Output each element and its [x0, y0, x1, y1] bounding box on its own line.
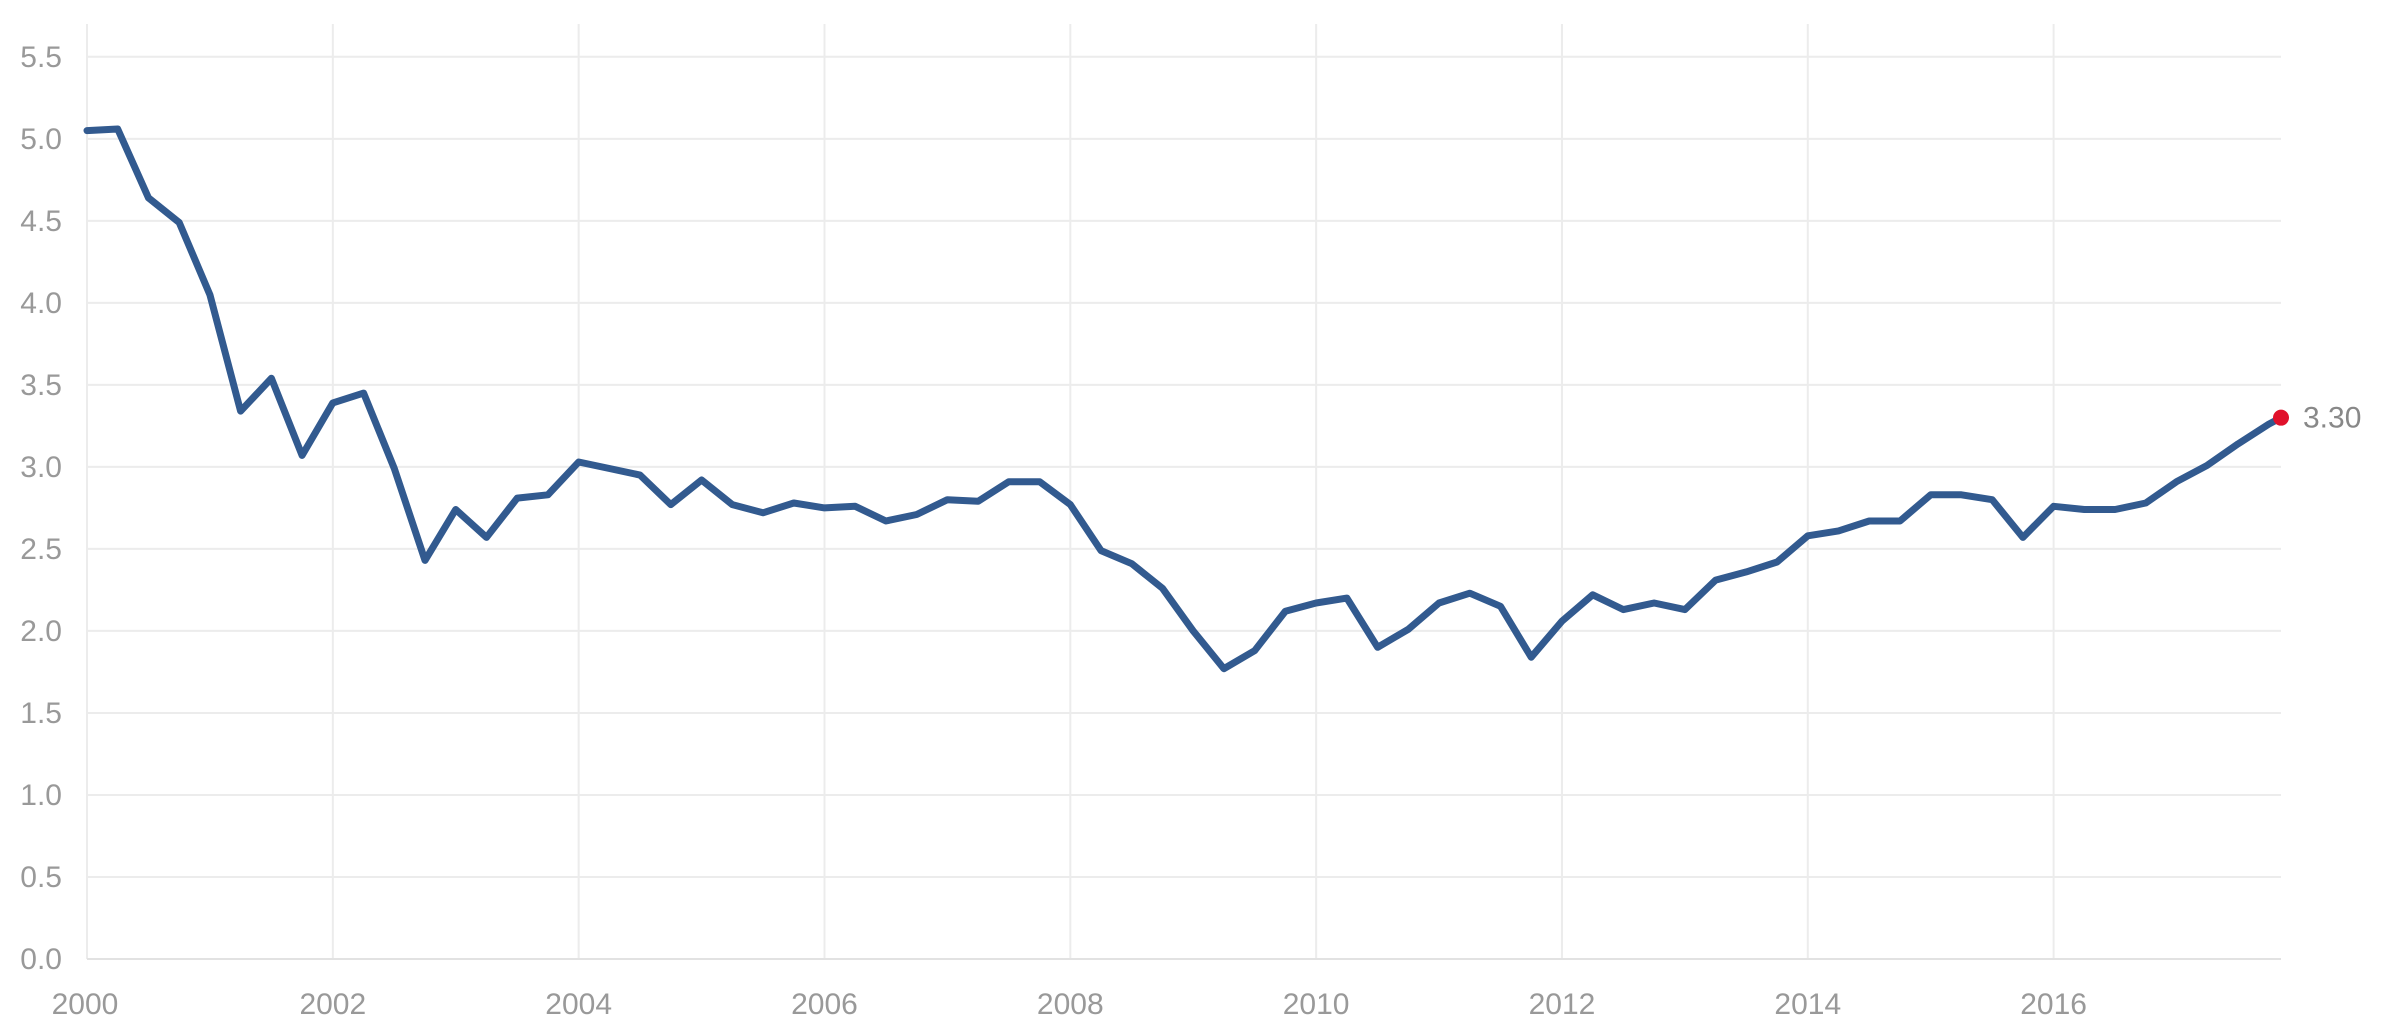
vertical-gridlines: [86, 24, 2055, 959]
x-tick-label: 2004: [545, 988, 612, 1021]
series-line: [83, 125, 2285, 673]
y-tick-label: 0.5: [20, 861, 62, 894]
y-tick-label: 5.5: [20, 41, 62, 74]
y-tick-label: 0.0: [20, 943, 62, 976]
y-tick-label: 3.0: [20, 451, 62, 484]
y-tick-label: 2.0: [20, 615, 62, 648]
x-tick-label: 2002: [299, 988, 366, 1021]
y-tick-label: 4.0: [20, 287, 62, 320]
end-marker-layer: 3.30: [2273, 402, 2361, 435]
y-tick-label: 1.5: [20, 697, 62, 730]
x-axis-ticks: 2000 2002 2004 2006 2008 2010 2012 2014 2016: [52, 988, 2087, 1021]
x-tick-label: 2014: [1774, 988, 1841, 1021]
x-tick-label: 2006: [791, 988, 858, 1021]
y-tick-label: 4.5: [20, 205, 62, 238]
x-tick-label: 2000: [52, 988, 119, 1021]
end-point-label: 3.30: [2303, 402, 2361, 435]
x-tick-label: 2016: [2020, 988, 2087, 1021]
y-tick-label: 5.0: [20, 123, 62, 156]
y-tick-label: 1.0: [20, 779, 62, 812]
y-axis-ticks: 0.0 0.5 1.0 1.5 2.0 2.5 3.0 3.5 4.0 4.5 5.0 5.5: [20, 41, 62, 976]
x-tick-label: 2012: [1529, 988, 1596, 1021]
horizontal-gridlines: [87, 55, 2281, 878]
y-tick-label: 3.5: [20, 369, 62, 402]
series-layer: [83, 125, 2285, 673]
y-tick-label: 2.5: [20, 533, 62, 566]
end-point-marker: [2273, 409, 2289, 426]
x-tick-label: 2008: [1037, 988, 1104, 1021]
x-tick-label: 2010: [1283, 988, 1350, 1021]
